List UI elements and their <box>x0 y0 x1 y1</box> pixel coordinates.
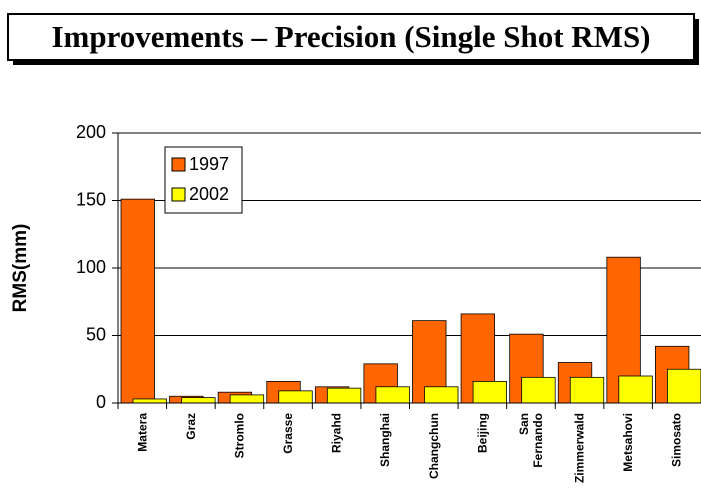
title-box <box>7 13 695 61</box>
x-tick-label: SanFernando <box>517 413 545 468</box>
bar <box>521 376 556 404</box>
bar <box>132 398 167 404</box>
x-tick-label: Grasse <box>281 413 295 454</box>
legend-swatch <box>171 187 186 202</box>
x-tick-label-line: Simosato <box>670 413 684 467</box>
bar <box>278 390 313 404</box>
x-tick-label-line: Grasse <box>281 413 295 454</box>
x-tick-label: Zimmerwald <box>573 413 587 483</box>
x-tick-label-line: Beijing <box>475 413 489 453</box>
x-tick-label-line: Metsahovi <box>621 413 635 472</box>
bar <box>667 368 701 404</box>
x-tick-label: Graz <box>184 413 198 440</box>
y-tick-label: 100 <box>76 257 106 277</box>
bar <box>181 397 216 404</box>
x-tick-label-line: Fernando <box>531 413 545 468</box>
bar <box>120 198 155 404</box>
x-tick-label-line: Riyahd <box>330 413 344 453</box>
bar <box>424 386 459 404</box>
legend-swatch <box>171 157 186 172</box>
x-tick-label-line: San <box>517 413 531 435</box>
bar <box>229 394 265 404</box>
x-tick-label-line: Changchun <box>427 413 441 479</box>
y-axis-label: RMS(mm) <box>10 224 31 313</box>
x-tick-label-line: Shanghai <box>378 413 392 467</box>
x-tick-label: Changchun <box>427 413 441 479</box>
y-tick-label: 150 <box>76 189 106 209</box>
bar <box>472 380 508 404</box>
chart-title: Improvements – Precision (Single Shot RM… <box>51 19 650 54</box>
x-tick-label: Riyahd <box>330 413 344 453</box>
y-tick-label: 200 <box>76 122 106 142</box>
x-tick-label-line: Zimmerwald <box>573 413 587 483</box>
y-tick-label: 0 <box>96 392 106 412</box>
bar <box>569 376 605 404</box>
x-tick-label: Beijing <box>475 413 489 453</box>
bar <box>618 375 653 404</box>
bar <box>375 386 410 404</box>
x-tick-label-line: Matera <box>135 413 149 452</box>
legend-label: 1997 <box>189 154 229 174</box>
x-tick-label: Shanghai <box>378 413 392 467</box>
x-tick-label-line: Graz <box>184 413 198 440</box>
x-tick-label-line: Stromlo <box>232 413 246 458</box>
x-tick-label: Stromlo <box>232 413 246 458</box>
x-tick-label: Simosato <box>670 413 684 467</box>
x-tick-label: Matera <box>135 413 149 452</box>
bar <box>326 387 362 404</box>
legend-label: 2002 <box>189 184 229 204</box>
y-tick-label: 50 <box>86 324 106 344</box>
x-tick-label: Metsahovi <box>621 413 635 472</box>
